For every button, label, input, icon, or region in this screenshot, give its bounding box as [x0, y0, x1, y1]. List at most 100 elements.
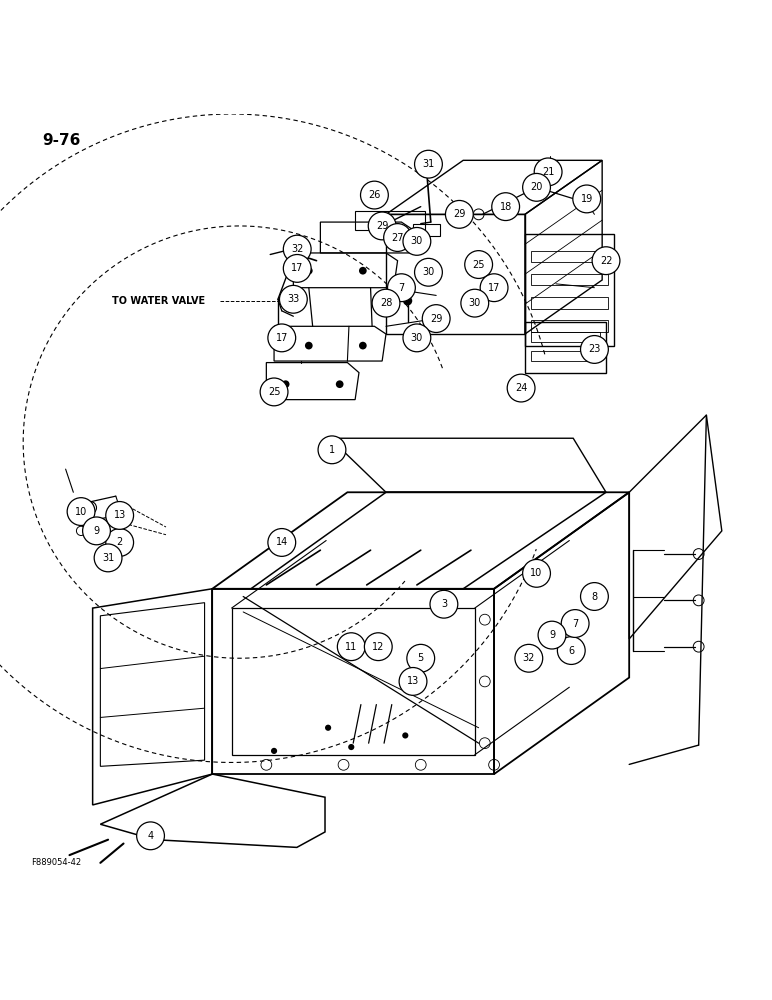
Circle shape — [388, 274, 415, 302]
Text: 24: 24 — [515, 383, 527, 393]
Text: 20: 20 — [530, 182, 543, 192]
Circle shape — [415, 150, 442, 178]
Text: 1: 1 — [329, 445, 335, 455]
Text: 25: 25 — [472, 260, 485, 270]
Text: 29: 29 — [376, 221, 388, 231]
Circle shape — [581, 583, 608, 610]
Circle shape — [581, 336, 608, 363]
Circle shape — [361, 181, 388, 209]
Text: 11: 11 — [345, 642, 357, 652]
Text: 30: 30 — [411, 333, 423, 343]
Circle shape — [348, 744, 354, 750]
Circle shape — [282, 380, 290, 388]
Circle shape — [318, 436, 346, 464]
Circle shape — [407, 644, 435, 672]
Circle shape — [430, 590, 458, 618]
Circle shape — [592, 247, 620, 275]
Text: 6: 6 — [568, 646, 574, 656]
Circle shape — [523, 173, 550, 201]
Text: 27: 27 — [391, 233, 404, 243]
Circle shape — [415, 258, 442, 286]
Circle shape — [445, 200, 473, 228]
Text: 7: 7 — [398, 283, 405, 293]
Circle shape — [573, 185, 601, 213]
Text: 28: 28 — [380, 298, 392, 308]
Circle shape — [561, 610, 589, 637]
Circle shape — [399, 668, 427, 695]
Text: 33: 33 — [287, 294, 300, 304]
Text: 9: 9 — [93, 526, 100, 536]
Circle shape — [403, 296, 412, 305]
Circle shape — [283, 235, 311, 263]
Text: 7: 7 — [572, 619, 578, 629]
Text: 9-76: 9-76 — [42, 133, 81, 148]
Text: 22: 22 — [600, 256, 612, 266]
Circle shape — [523, 559, 550, 587]
Text: 5: 5 — [418, 653, 424, 663]
Circle shape — [336, 380, 344, 388]
Text: 13: 13 — [407, 676, 419, 686]
Text: 18: 18 — [499, 202, 512, 212]
Circle shape — [465, 251, 493, 278]
Text: 3: 3 — [441, 599, 447, 609]
Circle shape — [283, 255, 311, 282]
Text: 4: 4 — [147, 831, 154, 841]
Text: 10: 10 — [75, 507, 87, 517]
Circle shape — [268, 529, 296, 556]
Text: 30: 30 — [422, 267, 435, 277]
Text: 30: 30 — [469, 298, 481, 308]
Circle shape — [83, 517, 110, 545]
Text: 17: 17 — [276, 333, 288, 343]
Circle shape — [515, 644, 543, 672]
Text: 31: 31 — [102, 553, 114, 563]
Circle shape — [279, 285, 307, 313]
Text: F889054-42: F889054-42 — [31, 858, 81, 867]
Text: 13: 13 — [113, 510, 126, 520]
Circle shape — [534, 158, 562, 186]
Circle shape — [368, 212, 396, 240]
Circle shape — [507, 374, 535, 402]
Text: 12: 12 — [372, 642, 384, 652]
Text: 14: 14 — [276, 537, 288, 547]
Circle shape — [372, 289, 400, 317]
Circle shape — [67, 498, 95, 525]
Text: 17: 17 — [291, 263, 303, 273]
Circle shape — [538, 621, 566, 649]
Text: 10: 10 — [530, 568, 543, 578]
Text: 21: 21 — [542, 167, 554, 177]
Text: TO WATER VALVE: TO WATER VALVE — [112, 296, 205, 306]
Text: 30: 30 — [411, 236, 423, 246]
Text: 32: 32 — [523, 653, 535, 663]
Text: 2: 2 — [117, 537, 123, 547]
Circle shape — [106, 529, 134, 556]
Text: 26: 26 — [368, 190, 381, 200]
Circle shape — [461, 289, 489, 317]
Text: 29: 29 — [430, 314, 442, 324]
Text: 8: 8 — [591, 591, 598, 601]
Text: 23: 23 — [588, 344, 601, 354]
Circle shape — [557, 637, 585, 664]
Circle shape — [359, 267, 367, 275]
Circle shape — [422, 305, 450, 332]
Circle shape — [337, 633, 365, 661]
Circle shape — [492, 193, 520, 221]
Circle shape — [260, 378, 288, 406]
Circle shape — [325, 725, 331, 731]
Circle shape — [364, 633, 392, 661]
Circle shape — [305, 342, 313, 349]
Circle shape — [94, 544, 122, 572]
Circle shape — [480, 274, 508, 302]
Circle shape — [305, 267, 313, 275]
Circle shape — [403, 324, 431, 352]
Circle shape — [106, 502, 134, 529]
Text: 9: 9 — [549, 630, 555, 640]
Circle shape — [268, 324, 296, 352]
Circle shape — [384, 224, 411, 251]
Text: 29: 29 — [453, 209, 466, 219]
Circle shape — [402, 732, 408, 739]
Text: 17: 17 — [488, 283, 500, 293]
Text: 25: 25 — [268, 387, 280, 397]
Circle shape — [271, 748, 277, 754]
Circle shape — [137, 822, 164, 850]
Circle shape — [499, 204, 509, 213]
